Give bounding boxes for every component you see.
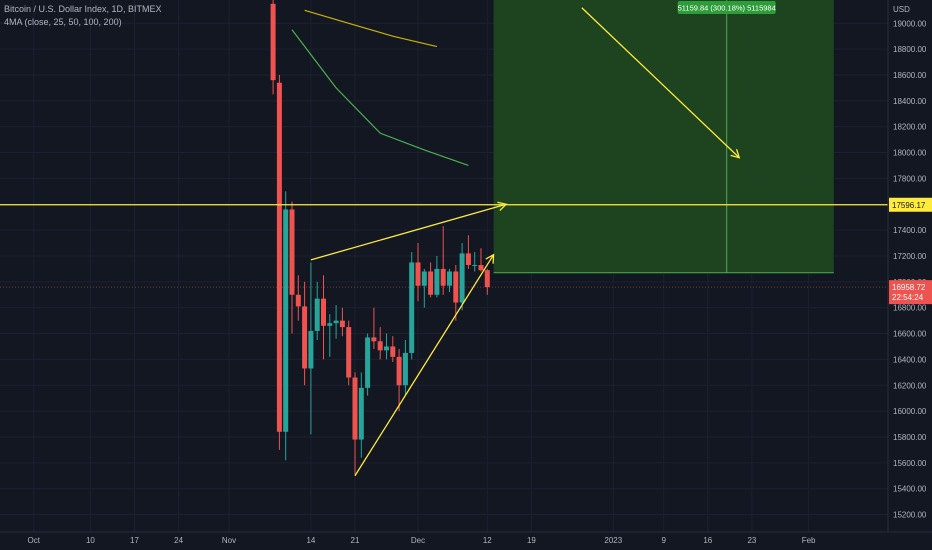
trendline-arrowhead	[485, 253, 495, 264]
y-tick-label: 15800.00	[893, 433, 927, 442]
indicator-title[interactable]: 4MA (close, 25, 50, 100, 200)	[4, 17, 122, 27]
candle-body	[447, 271, 452, 286]
y-tick-label: 18400.00	[893, 97, 927, 106]
x-tick-label: Feb	[802, 536, 816, 545]
candle-body	[302, 306, 308, 369]
x-tick-label: Nov	[222, 536, 236, 545]
y-tick-label: 18600.00	[893, 71, 927, 80]
y-tick-label: 15200.00	[893, 511, 927, 520]
y-tick-label: 16000.00	[893, 407, 927, 416]
x-tick-label: Oct	[27, 536, 40, 545]
target-zone: 51159.84 (300.18%) 5115984	[493, 0, 834, 274]
y-tick-label: 16800.00	[893, 304, 927, 313]
x-tick-label: 19	[527, 536, 536, 545]
time-axis[interactable]: Oct 10 17 24 Nov 14 21 Dec 12 19 2023 9 16 23 Feb	[27, 536, 816, 545]
candle-body	[402, 352, 408, 386]
y-tick-label: 15600.00	[893, 459, 927, 468]
target-label-badge	[677, 1, 776, 14]
moving-average-olive	[304, 9, 438, 48]
candle-body	[321, 298, 326, 326]
candle-body	[358, 387, 364, 440]
current-price-badge	[889, 280, 932, 305]
target-zone-box	[493, 0, 834, 273]
trendline-arrowhead	[497, 201, 508, 212]
x-tick-label: 12	[483, 536, 492, 545]
y-tick-label: 18000.00	[893, 149, 927, 158]
trendline	[310, 203, 507, 261]
symbol-title[interactable]: Bitcoin / U.S. Dollar Index, 1D, BITMEX	[4, 4, 162, 14]
level-badge-label: 17596.17	[892, 201, 926, 210]
candles	[270, 0, 490, 476]
x-tick-label: 14	[306, 536, 315, 545]
candle-body	[314, 298, 320, 331]
y-tick-label: 18200.00	[893, 123, 927, 132]
candle-body	[289, 209, 295, 295]
current-price-label: 16958.72	[892, 283, 926, 292]
candle-body	[415, 262, 421, 286]
candle-body	[283, 209, 289, 432]
candle-body	[421, 271, 427, 286]
y-tick-label: 16600.00	[893, 330, 927, 339]
y-tick-label: 15400.00	[893, 485, 927, 494]
x-tick-label: 2023	[604, 536, 622, 545]
y-tick-label: 19000.00	[893, 19, 927, 28]
candle-body	[440, 268, 446, 286]
y-tick-label: 17800.00	[893, 174, 927, 183]
candle-body	[308, 330, 314, 369]
target-label: 51159.84 (300.18%) 5115984	[678, 4, 776, 13]
x-tick-label: 21	[351, 536, 360, 545]
candle-body	[478, 265, 484, 271]
x-tick-label: 10	[86, 536, 95, 545]
candle-body	[295, 294, 301, 307]
candle-body	[333, 320, 339, 324]
x-tick-label: Dec	[411, 536, 425, 545]
x-tick-label: 17	[130, 536, 139, 545]
candle-body	[276, 82, 282, 432]
candle-body	[396, 356, 402, 386]
trendline-arrowhead	[730, 148, 741, 159]
x-tick-label: 9	[661, 536, 666, 545]
candle-body	[465, 253, 471, 266]
x-tick-label: 16	[703, 536, 712, 545]
candle-body	[434, 268, 440, 295]
candle-body	[472, 265, 478, 267]
level-badge	[889, 197, 932, 212]
chart-legend: Bitcoin / U.S. Dollar Index, 1D, BITMEX …	[4, 3, 162, 29]
candle-body	[346, 327, 352, 378]
candle-body	[270, 3, 276, 81]
y-axis-unit: USD	[893, 5, 910, 14]
candle-body	[459, 253, 465, 303]
y-tick-label: 16200.00	[893, 381, 927, 390]
candle-body	[484, 270, 490, 288]
x-tick-label: 23	[747, 536, 756, 545]
candle-body	[371, 337, 377, 342]
y-tick-label: 17400.00	[893, 226, 927, 235]
y-tick-label: 16400.00	[893, 355, 927, 364]
x-tick-label: 24	[174, 536, 183, 545]
moving-average-green	[291, 29, 469, 167]
candle-body	[365, 337, 371, 388]
candle-body	[384, 346, 389, 351]
candle-body	[428, 271, 434, 295]
bar-countdown-label: 22:54:24	[892, 293, 924, 302]
candle-body	[390, 346, 396, 357]
candle-body	[377, 341, 383, 351]
y-tick-label: 17200.00	[893, 252, 927, 261]
candle-body	[327, 323, 333, 326]
candle-body	[352, 377, 358, 440]
y-tick-label: 18800.00	[893, 45, 927, 54]
trendline	[354, 254, 495, 477]
candle-body	[409, 262, 415, 353]
drawings	[0, 7, 888, 477]
candle-body	[339, 320, 345, 328]
price-axis[interactable]: 15200.00 15400.00 15600.00 15800.00 16000.00…	[893, 5, 927, 520]
moving-averages	[291, 9, 469, 167]
trendline	[581, 7, 740, 159]
candle-body	[453, 271, 459, 303]
